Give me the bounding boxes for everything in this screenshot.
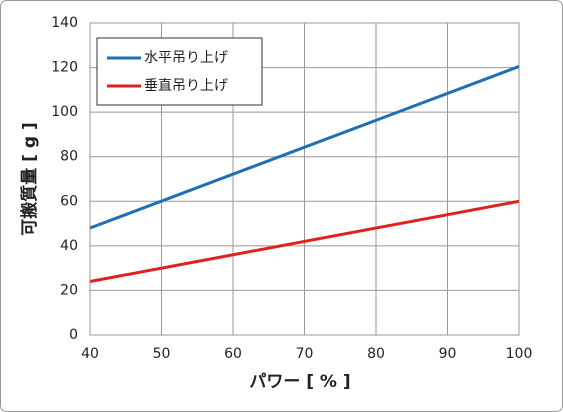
y-tick-label: 80 [60, 149, 78, 165]
x-tick-label: 50 [153, 346, 171, 362]
y-tick-label: 0 [69, 327, 78, 343]
x-tick-label: 60 [224, 346, 242, 362]
x-tick-label: 40 [81, 346, 99, 362]
legend-box [96, 37, 263, 106]
series-line [89, 199, 520, 283]
series-line [89, 65, 520, 230]
y-tick-label: 140 [51, 15, 78, 31]
y-tick-label: 40 [60, 238, 78, 254]
x-tick-label: 90 [439, 346, 457, 362]
legend-label: 垂直吊り上げ [144, 77, 228, 94]
x-tick-label: 100 [506, 346, 533, 362]
y-tick-label: 120 [51, 60, 78, 76]
x-axis-title: パワー [ % ] [249, 372, 350, 392]
legend-label: 水平吊り上げ [144, 50, 228, 66]
y-tick-label: 60 [60, 193, 78, 209]
y-tick-label: 100 [51, 104, 78, 120]
y-tick-label: 20 [60, 282, 78, 298]
x-tick-label: 80 [367, 346, 385, 362]
x-tick-label: 70 [296, 346, 314, 362]
y-axis-title: 可搬質量 [ g ] [19, 122, 40, 235]
